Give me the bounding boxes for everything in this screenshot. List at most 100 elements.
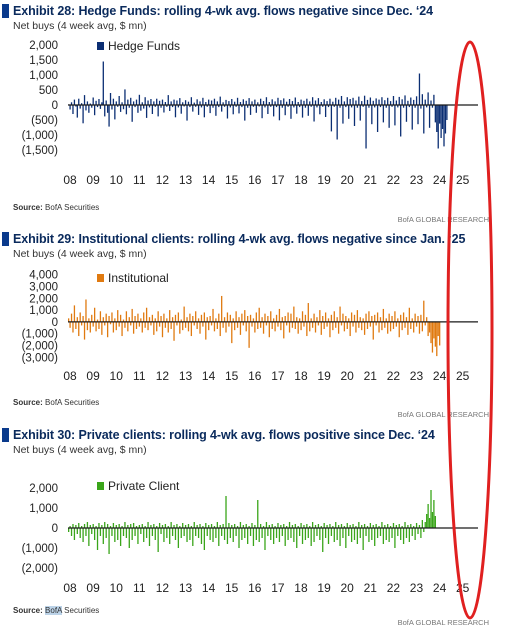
x-tick-label: 23 bbox=[410, 369, 424, 383]
data-bar bbox=[389, 321, 392, 332]
data-bar bbox=[195, 105, 197, 107]
data-bar bbox=[98, 523, 100, 528]
data-bar bbox=[125, 311, 128, 322]
source-label: Source: bbox=[13, 606, 43, 615]
data-bar bbox=[414, 528, 416, 540]
data-bar bbox=[284, 105, 286, 116]
data-bar bbox=[385, 318, 387, 322]
data-bar bbox=[284, 316, 286, 322]
data-bar bbox=[127, 321, 129, 332]
x-tick-label: 10 bbox=[110, 369, 124, 383]
data-bar bbox=[143, 105, 145, 109]
brand-label: BofA GLOBAL RESEARCH bbox=[397, 618, 489, 627]
legend-swatch bbox=[97, 482, 104, 490]
data-bar bbox=[69, 105, 71, 110]
data-bar bbox=[355, 321, 357, 333]
data-bar bbox=[300, 321, 302, 331]
data-bar bbox=[365, 105, 367, 149]
exhibit-title: Exhibit 29: Institutional clients: rolli… bbox=[13, 232, 466, 246]
data-bar bbox=[313, 313, 315, 322]
x-tick-label: 17 bbox=[271, 581, 285, 595]
data-bar bbox=[121, 321, 123, 337]
data-bar bbox=[105, 313, 107, 322]
data-bar bbox=[157, 528, 159, 552]
data-bar bbox=[333, 105, 335, 107]
data-bar bbox=[92, 321, 94, 327]
data-bar bbox=[359, 528, 361, 538]
data-bar bbox=[353, 314, 356, 322]
data-bar bbox=[257, 500, 259, 528]
data-bar bbox=[440, 105, 442, 138]
data-bar bbox=[236, 526, 239, 528]
data-bar bbox=[235, 528, 237, 536]
data-bar bbox=[124, 321, 126, 328]
data-bar bbox=[125, 105, 128, 115]
data-bar bbox=[402, 312, 405, 322]
data-bar bbox=[298, 528, 301, 536]
data-bar bbox=[427, 92, 429, 105]
data-bar bbox=[73, 99, 76, 105]
data-bar bbox=[223, 317, 226, 322]
data-bar bbox=[410, 321, 412, 329]
data-bar bbox=[208, 99, 210, 105]
data-bar bbox=[262, 101, 265, 105]
data-bar bbox=[226, 528, 229, 544]
data-bar bbox=[183, 105, 185, 107]
y-tick-label: (3,000) bbox=[22, 352, 59, 364]
data-bar bbox=[428, 321, 431, 333]
data-bar bbox=[408, 307, 411, 322]
data-bar bbox=[324, 105, 327, 117]
data-bar bbox=[394, 105, 396, 126]
data-bar bbox=[213, 321, 216, 332]
data-bar bbox=[317, 98, 320, 105]
data-bar bbox=[330, 528, 333, 536]
data-bar bbox=[284, 528, 286, 546]
brand-label: BofA GLOBAL RESEARCH bbox=[397, 410, 489, 419]
data-bar bbox=[245, 524, 247, 528]
data-bar bbox=[333, 528, 335, 542]
data-bar bbox=[193, 522, 195, 528]
data-bar bbox=[342, 528, 344, 538]
data-bar bbox=[134, 105, 136, 108]
data-bar bbox=[363, 321, 366, 335]
data-bar bbox=[252, 318, 255, 322]
exhibit-title: Exhibit 28: Hedge Funds: rolling 4-wk av… bbox=[13, 4, 433, 18]
data-bar bbox=[219, 321, 221, 337]
data-bar bbox=[190, 321, 193, 337]
data-bar bbox=[231, 321, 233, 344]
data-bar bbox=[434, 321, 436, 347]
y-tick-label: 1,000 bbox=[29, 503, 58, 515]
data-bar bbox=[75, 525, 77, 528]
data-bar bbox=[197, 105, 200, 115]
data-bar bbox=[218, 313, 220, 322]
data-bar bbox=[336, 317, 338, 322]
data-bar bbox=[301, 105, 304, 118]
data-bar bbox=[195, 311, 197, 322]
data-bar bbox=[255, 528, 257, 540]
data-bar bbox=[122, 319, 125, 322]
data-bar bbox=[130, 321, 132, 326]
data-bar bbox=[153, 524, 155, 528]
data-bar bbox=[76, 105, 78, 118]
data-bar bbox=[391, 105, 393, 107]
data-bar bbox=[236, 321, 239, 328]
data-bar bbox=[83, 321, 86, 340]
data-bar bbox=[262, 526, 265, 528]
data-bar bbox=[418, 73, 421, 105]
data-bar bbox=[408, 528, 411, 542]
data-bar bbox=[249, 314, 252, 322]
data-bar bbox=[147, 321, 149, 331]
data-bar bbox=[320, 102, 322, 105]
data-bar bbox=[324, 528, 327, 538]
data-bar bbox=[378, 526, 380, 528]
data-bar bbox=[167, 321, 169, 333]
data-bar bbox=[196, 99, 198, 105]
data-bar bbox=[349, 525, 351, 528]
data-bar bbox=[307, 105, 309, 116]
data-bar bbox=[200, 105, 203, 108]
data-bar bbox=[252, 528, 255, 546]
data-bar bbox=[385, 528, 387, 540]
data-bar bbox=[127, 525, 129, 528]
data-bar bbox=[314, 525, 317, 528]
data-bar bbox=[358, 96, 360, 105]
